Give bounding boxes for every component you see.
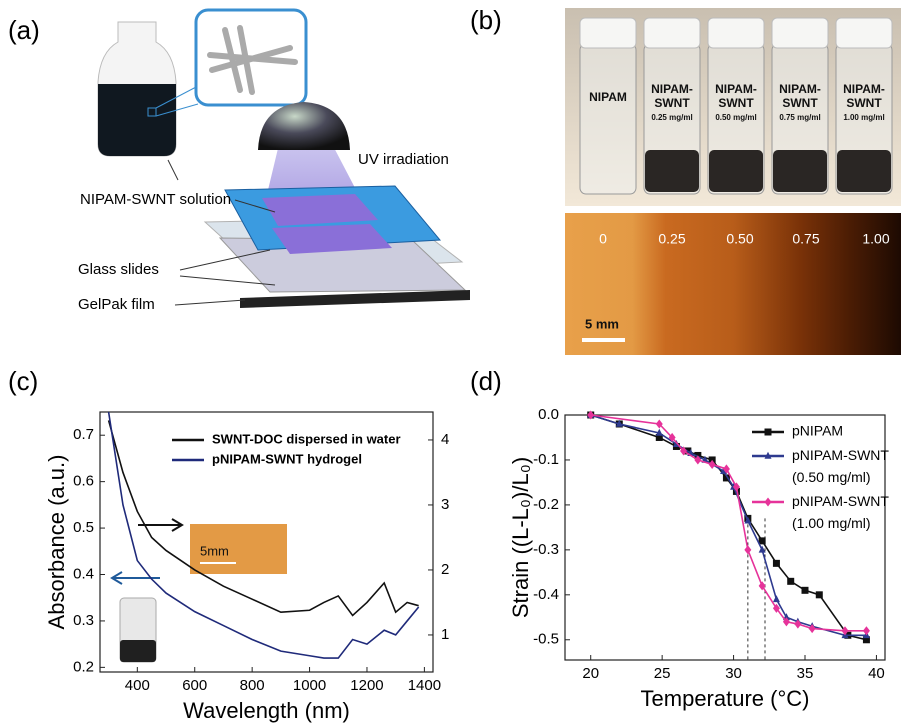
x-axis-label: Wavelength (nm) xyxy=(183,698,350,723)
y-axis-label: Absorbance (a.u.) xyxy=(44,455,69,630)
y-tick-label: 0.4 xyxy=(73,565,94,582)
legend-label: pNIPAM-SWNT (0.50 mg/ml) xyxy=(792,447,893,485)
panel-label: (b) xyxy=(470,5,502,35)
y-tick-label: -0.3 xyxy=(533,541,559,558)
vial-label: SWNT xyxy=(654,96,690,110)
marker xyxy=(816,591,823,598)
y-tick-label: 0.5 xyxy=(73,519,94,536)
vial xyxy=(580,44,636,194)
y-tick-label: 0.3 xyxy=(73,612,94,629)
y-axis-label: Strain ((L-L₀)/L₀) xyxy=(508,457,533,618)
label: NIPAM-SWNT solution xyxy=(80,191,231,208)
marker xyxy=(744,545,751,554)
label: Glass slides xyxy=(78,261,159,278)
vial-cap xyxy=(708,18,764,48)
vial-label: 1.00 mg/ml xyxy=(843,113,884,122)
vial-label: NIPAM- xyxy=(843,82,885,96)
vial-cap xyxy=(580,18,636,48)
vial-label: NIPAM- xyxy=(779,82,821,96)
vial-gel xyxy=(645,150,699,192)
vial-cap xyxy=(644,18,700,48)
x-tick-label: 1000 xyxy=(293,677,326,694)
x-tick-label: 400 xyxy=(125,677,150,694)
marker xyxy=(802,587,809,594)
bottle-solution xyxy=(98,84,176,156)
strip-label: 1.00 xyxy=(862,231,889,247)
vial-gel xyxy=(709,150,763,192)
scale-label: 5 mm xyxy=(585,316,619,331)
uv-lamp xyxy=(258,102,350,150)
panel-label: (c) xyxy=(8,366,38,396)
y-tick-label: 0.2 xyxy=(73,658,94,675)
label: GelPak film xyxy=(78,296,155,313)
vial-label: SWNT xyxy=(782,96,818,110)
legend-label: pNIPAM-SWNT (1.00 mg/ml) xyxy=(792,493,893,531)
vial-label: NIPAM xyxy=(589,90,627,104)
vial-label: SWNT xyxy=(846,96,882,110)
arrow xyxy=(168,160,178,180)
y2-tick-label: 4 xyxy=(441,431,449,448)
figure: (a) NIPAM-SWNT solution UV irradiation G… xyxy=(0,0,901,728)
vial-cap xyxy=(772,18,828,48)
y-tick-label: 0.7 xyxy=(73,426,94,443)
series-line xyxy=(109,420,419,615)
x-axis-label: Temperature (°C) xyxy=(641,686,810,711)
y-tick-label: 0.0 xyxy=(538,406,559,423)
vial-gel xyxy=(837,150,891,192)
legend-label: pNIPAM xyxy=(792,423,843,439)
legend-label: SWNT-DOC dispersed in water xyxy=(212,431,401,446)
chart: 20 25 30 35 40 0.0 -0.1 -0.2 -0.3 -0.4 -0.5 Tempera… xyxy=(508,406,893,711)
strip-label: 0.75 xyxy=(792,231,819,247)
gelpak-film xyxy=(240,290,470,308)
vial-label: 0.25 mg/ml xyxy=(651,113,692,122)
x-tick-label: 40 xyxy=(868,665,885,682)
x-tick-label: 20 xyxy=(582,665,599,682)
vial-label: NIPAM- xyxy=(651,82,693,96)
vial-cap xyxy=(836,18,892,48)
strip-label: 0 xyxy=(599,231,607,247)
y-tick-label: 0.6 xyxy=(73,473,94,490)
legend-marker xyxy=(765,429,772,436)
y-tick-label: -0.1 xyxy=(533,451,559,468)
y-tick-label: -0.4 xyxy=(533,586,559,603)
marker xyxy=(787,578,794,585)
x-tick-label: 1400 xyxy=(408,677,441,694)
y2-tick-label: 3 xyxy=(441,496,449,513)
y2-tick-label: 1 xyxy=(441,626,449,643)
marker xyxy=(773,595,780,602)
strip-label: 0.25 xyxy=(658,231,685,247)
panel-label: (a) xyxy=(8,15,40,45)
vial-label: 0.75 mg/ml xyxy=(779,113,820,122)
x-tick-label: 25 xyxy=(654,665,671,682)
inset: 5mm xyxy=(112,519,287,662)
arrow xyxy=(112,572,160,584)
x-tick-label: 1200 xyxy=(350,677,383,694)
panel-label: (d) xyxy=(470,366,502,396)
vial-gel xyxy=(773,150,827,192)
x-tick-label: 30 xyxy=(725,665,742,682)
arrow xyxy=(175,300,245,305)
y-tick-label: -0.5 xyxy=(533,631,559,648)
scale-label: 5mm xyxy=(200,543,229,558)
marker xyxy=(773,560,780,567)
legend-marker xyxy=(765,497,772,506)
panel-a: (a) NIPAM-SWNT solution UV irradiation G… xyxy=(8,10,470,313)
x-tick-label: 35 xyxy=(797,665,814,682)
x-tick-label: 800 xyxy=(240,677,265,694)
y2-tick-label: 2 xyxy=(441,561,449,578)
marker xyxy=(863,626,870,635)
label: UV irradiation xyxy=(358,151,449,168)
inset-vial-gel xyxy=(120,640,156,662)
legend-label: pNIPAM-SWNT hydrogel xyxy=(212,451,362,466)
strip-label: 0.50 xyxy=(726,231,753,247)
vial-label: 0.50 mg/ml xyxy=(715,113,756,122)
vial-label: SWNT xyxy=(718,96,754,110)
y-tick-label: -0.2 xyxy=(533,496,559,513)
x-tick-label: 600 xyxy=(182,677,207,694)
vial-label: NIPAM- xyxy=(715,82,757,96)
